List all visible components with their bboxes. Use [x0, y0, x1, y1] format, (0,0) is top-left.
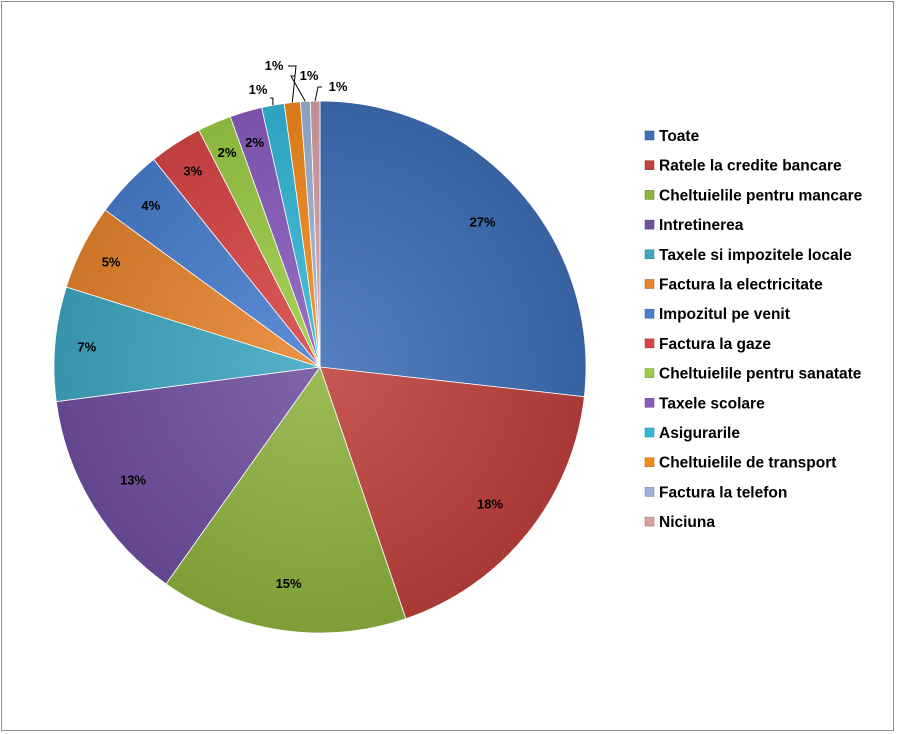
legend-label-cheltuielile-pentru-sanatate: Cheltuielile pentru sanatate — [659, 366, 862, 383]
legend-label-ratele-la-credite-bancare: Ratele la credite bancare — [659, 158, 842, 175]
pie-slice-intretinerea — [55, 366, 321, 585]
pct-label-taxele-si-impozitele-locale: 7% — [77, 340, 96, 355]
pct-label-taxele-scolare: 2% — [245, 135, 264, 150]
pct-label-intretinerea: 13% — [120, 473, 146, 488]
legend-label-taxele-scolare: Taxele scolare — [659, 395, 765, 412]
pct-label-cheltuielile-pentru-sanatate: 2% — [218, 145, 237, 160]
legend-swatch-intretinerea — [644, 219, 655, 230]
legend-swatch-impozitul-pe-venit — [644, 308, 655, 319]
legend-label-factura-la-telefon: Factura la telefon — [659, 484, 787, 501]
leader-line-factura-la-telefon — [290, 75, 306, 102]
legend-swatch-taxele-scolare — [644, 398, 655, 408]
pie-slice-toate — [319, 100, 587, 398]
legend-swatch-niciuna — [644, 516, 655, 527]
pie-slice-cheltuielile-pentru-mancare — [165, 366, 407, 634]
legend-swatch-factura-la-gaze — [644, 338, 655, 349]
legend-swatch-cheltuielile-de-transport — [644, 457, 655, 467]
legend-label-intretinerea: Intretinerea — [659, 217, 744, 234]
legend-swatch-cheltuielile-pentru-sanatate — [644, 368, 655, 378]
legend-label-cheltuielile-pentru-mancare: Cheltuielile pentru mancare — [659, 187, 863, 204]
pct-label-cheltuielile-de-transport: 1% — [265, 58, 284, 73]
legend-swatch-asigurarile — [644, 427, 655, 438]
legend-label-niciuna: Niciuna — [659, 514, 715, 531]
legend-swatch-factura-la-electricitate — [644, 279, 655, 289]
legend-label-taxele-si-impozitele-locale: Taxele si impozitele locale — [659, 247, 852, 264]
pie-slice-taxele-si-impozitele-locale — [53, 286, 321, 403]
leader-line-niciuna — [314, 86, 322, 102]
leader-line-asigurarile — [270, 97, 274, 106]
legend-label-toate: Toate — [659, 128, 700, 145]
pct-label-impozitul-pe-venit: 4% — [141, 198, 160, 213]
pie-slice-niciuna — [309, 100, 321, 368]
pct-label-ratele-la-credite-bancare: 18% — [477, 497, 503, 512]
pct-label-factura-la-gaze: 3% — [183, 164, 202, 179]
legend-label-impozitul-pe-venit: Impozitul pe venit — [659, 306, 790, 323]
legend-swatch-taxele-si-impozitele-locale — [644, 249, 655, 260]
legend-swatch-factura-la-telefon — [644, 487, 655, 497]
legend-swatch-cheltuielile-pentru-mancare — [644, 190, 655, 200]
pie-slice-ratele-la-credite-bancare — [319, 366, 585, 620]
legend-swatch-toate — [644, 130, 655, 141]
pct-label-factura-la-electricitate: 5% — [102, 254, 121, 269]
legend-label-asigurarile: Asigurarile — [659, 425, 740, 442]
legend-label-factura-la-electricitate: Factura la electricitate — [659, 277, 823, 294]
pct-label-asigurarile: 1% — [249, 82, 268, 97]
legend-swatch-ratele-la-credite-bancare — [644, 160, 655, 170]
pct-label-factura-la-telefon: 1% — [300, 68, 319, 83]
leader-line-cheltuielile-de-transport — [288, 65, 297, 103]
pct-label-niciuna: 1% — [329, 79, 348, 94]
legend-label-factura-la-gaze: Factura la gaze — [659, 336, 771, 353]
pct-label-toate: 27% — [470, 215, 496, 230]
legend-label-cheltuielile-de-transport: Cheltuielile de transport — [659, 455, 836, 472]
pct-label-cheltuielile-pentru-mancare: 15% — [276, 576, 302, 591]
